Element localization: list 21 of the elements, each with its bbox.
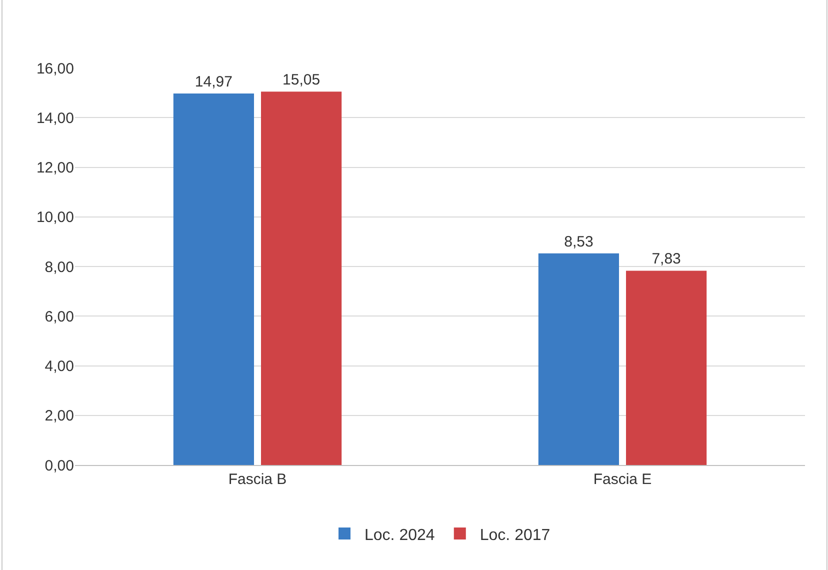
data-label: 8,53: [564, 233, 594, 250]
bar: [626, 270, 707, 465]
data-label: 7,83: [652, 250, 681, 268]
y-tick-label: 10,00: [36, 209, 74, 226]
y-tick-label: 2,00: [44, 408, 74, 425]
y-tick-label: 0,00: [44, 457, 74, 474]
x-tick-label: Fascia B: [228, 471, 287, 488]
bar: [538, 253, 619, 465]
y-tick-label: 16,00: [36, 60, 74, 78]
y-tick-label: 4,00: [44, 358, 74, 375]
bar: [173, 94, 254, 465]
y-tick-label: 12,00: [36, 160, 74, 176]
legend-label: Loc. 2017: [480, 526, 550, 544]
data-label: 14,97: [194, 74, 232, 91]
data-label: 15,05: [282, 72, 320, 89]
y-tick-label: 14,00: [36, 110, 74, 127]
y-tick-label: 6,00: [44, 308, 74, 326]
y-tick-label: 8,00: [44, 258, 74, 276]
x-tick-label: Fascia E: [593, 471, 652, 488]
legend-label: Loc. 2024: [364, 526, 435, 544]
bar: [261, 92, 342, 465]
